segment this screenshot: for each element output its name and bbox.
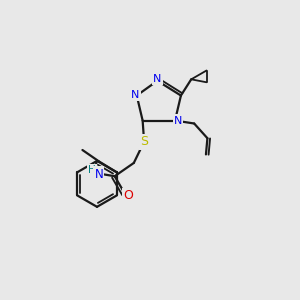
Text: N: N [131,90,140,100]
Text: N: N [153,74,161,84]
Text: N: N [94,168,103,181]
Text: O: O [124,189,134,202]
Text: S: S [140,135,148,148]
Text: H: H [88,165,96,175]
Text: N: N [174,116,182,126]
